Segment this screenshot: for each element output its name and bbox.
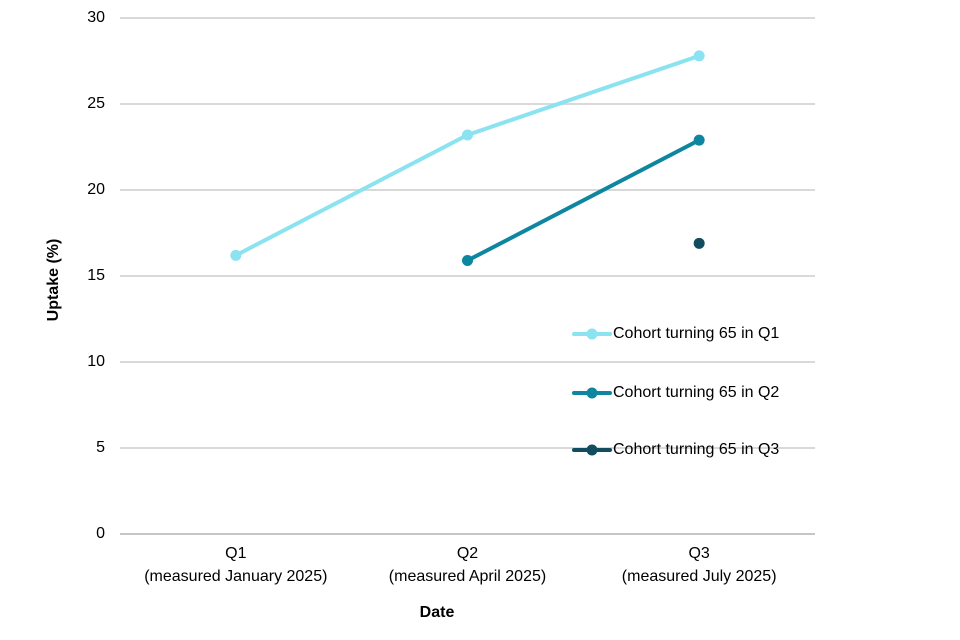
y-tick-label: 5: [96, 439, 105, 456]
x-tick-quarter: Q1: [225, 545, 247, 562]
x-tick-measured-date: (measured July 2025): [621, 568, 777, 585]
y-tick-label: 20: [87, 181, 105, 198]
legend-item: Cohort turning 65 in Q3: [572, 438, 779, 462]
legend-label: Cohort turning 65 in Q3: [613, 441, 780, 458]
legend-item: Cohort turning 65 in Q1: [572, 322, 779, 346]
legend-line-marker-icon: [572, 328, 612, 340]
data-point: [230, 249, 242, 261]
legend-line-marker-icon: [572, 387, 612, 399]
y-tick-label: 10: [87, 353, 105, 370]
data-point: [462, 255, 473, 267]
x-tick-label: Q2 (measured April 2025): [348, 542, 588, 588]
legend-marker-dot: [586, 387, 598, 399]
series-line: [233, 53, 702, 258]
y-axis-title: Uptake (%): [45, 238, 62, 322]
data-point: [693, 50, 705, 62]
legend-item: Cohort turning 65 in Q2: [572, 381, 779, 405]
legend-line-marker-icon: [572, 444, 612, 456]
x-axis-title: Date: [419, 604, 455, 621]
x-tick-label: Q3 (measured July 2025): [579, 542, 819, 588]
legend-label: Cohort turning 65 in Q2: [613, 384, 780, 401]
legend-marker-dot: [586, 444, 598, 456]
data-point: [693, 237, 705, 249]
x-tick-quarter: Q3: [688, 545, 710, 562]
x-tick-measured-date: (measured January 2025): [144, 568, 328, 585]
series-line: [465, 138, 702, 263]
y-tick-label: 25: [87, 95, 105, 112]
x-tick-label: Q1 (measured January 2025): [116, 542, 356, 588]
y-tick-label: 15: [87, 267, 105, 284]
y-tick-label: 0: [96, 525, 105, 542]
legend-label: Cohort turning 65 in Q1: [613, 325, 780, 342]
legend-marker-dot: [586, 328, 598, 340]
x-tick-measured-date: (measured April 2025): [388, 568, 547, 585]
data-point: [462, 129, 473, 141]
y-tick-label: 30: [87, 9, 105, 26]
x-tick-quarter: Q2: [456, 545, 479, 562]
data-point: [693, 134, 705, 146]
